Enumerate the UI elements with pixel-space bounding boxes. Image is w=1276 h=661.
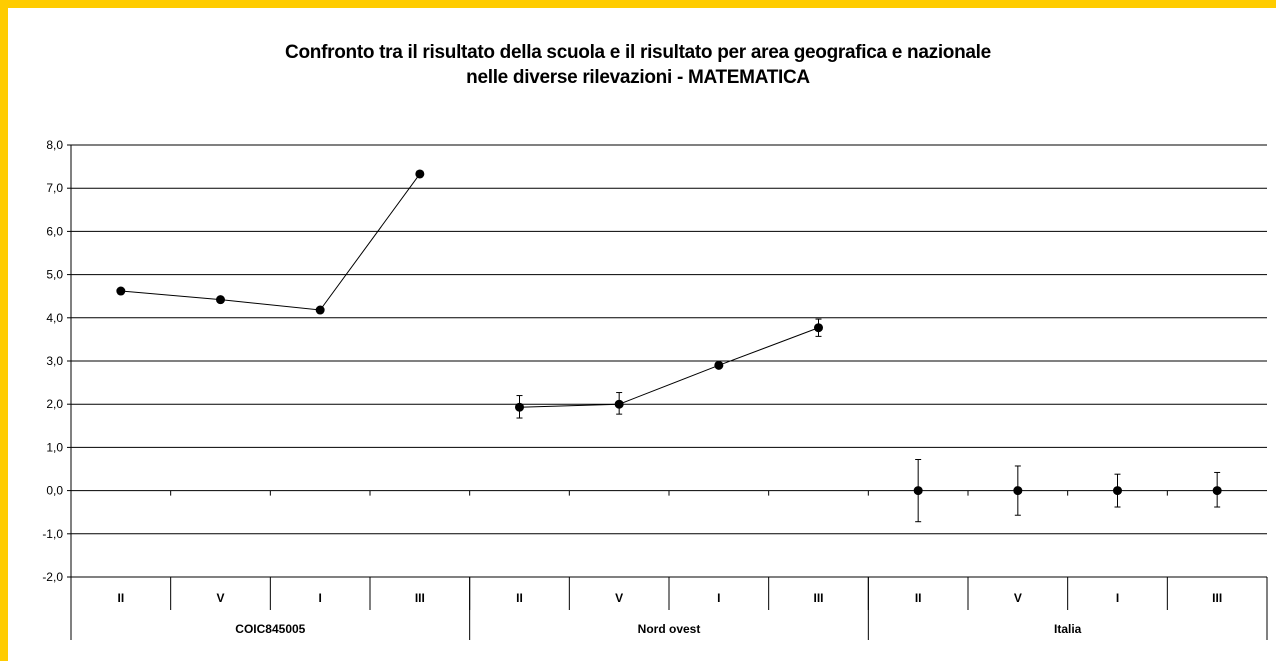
- category-label: I: [717, 591, 720, 605]
- category-label: I: [318, 591, 321, 605]
- y-tick-label: 1,0: [46, 440, 63, 454]
- data-point: [913, 486, 923, 496]
- data-point: [315, 305, 325, 315]
- data-point: [415, 169, 425, 179]
- category-label: V: [615, 591, 623, 605]
- category-label: II: [117, 591, 124, 605]
- y-tick-label: 8,0: [46, 138, 63, 152]
- data-point: [1212, 486, 1222, 496]
- y-tick-label: 4,0: [46, 311, 63, 325]
- chart-title-line-1: Confronto tra il risultato della scuola …: [285, 42, 991, 63]
- data-point: [116, 286, 126, 296]
- data-point: [1113, 486, 1122, 496]
- data-point: [714, 360, 724, 370]
- category-label: II: [516, 591, 523, 605]
- chart-title-line-2: nelle diverse rilevazioni - MATEMATICA: [466, 67, 810, 88]
- series-line: [519, 327, 819, 408]
- y-tick-label: -1,0: [42, 527, 63, 541]
- group-label: COIC845005: [235, 622, 305, 636]
- data-point: [614, 399, 624, 409]
- category-label: III: [813, 591, 823, 605]
- chart-title: Confronto tra il risultato della scuola …: [0, 40, 1276, 90]
- data-point: [216, 295, 225, 305]
- y-tick-label: 0,0: [46, 484, 63, 498]
- group-label: Italia: [1054, 622, 1082, 636]
- y-tick-label: 6,0: [46, 224, 63, 238]
- category-label: V: [216, 591, 224, 605]
- data-point: [814, 323, 823, 333]
- y-tick-label: 3,0: [46, 354, 63, 368]
- category-label: III: [1212, 591, 1222, 605]
- series-line: [120, 173, 421, 311]
- y-tick-label: 5,0: [46, 268, 63, 282]
- category-label: III: [415, 591, 425, 605]
- y-tick-label: 7,0: [46, 181, 63, 195]
- y-tick-label: -2,0: [42, 570, 63, 584]
- group-label: Nord ovest: [638, 622, 701, 636]
- category-label: I: [1116, 591, 1119, 605]
- data-point: [1013, 486, 1023, 496]
- y-tick-label: 2,0: [46, 397, 63, 411]
- data-point: [515, 402, 524, 412]
- category-label: V: [1014, 591, 1022, 605]
- category-label: II: [915, 591, 922, 605]
